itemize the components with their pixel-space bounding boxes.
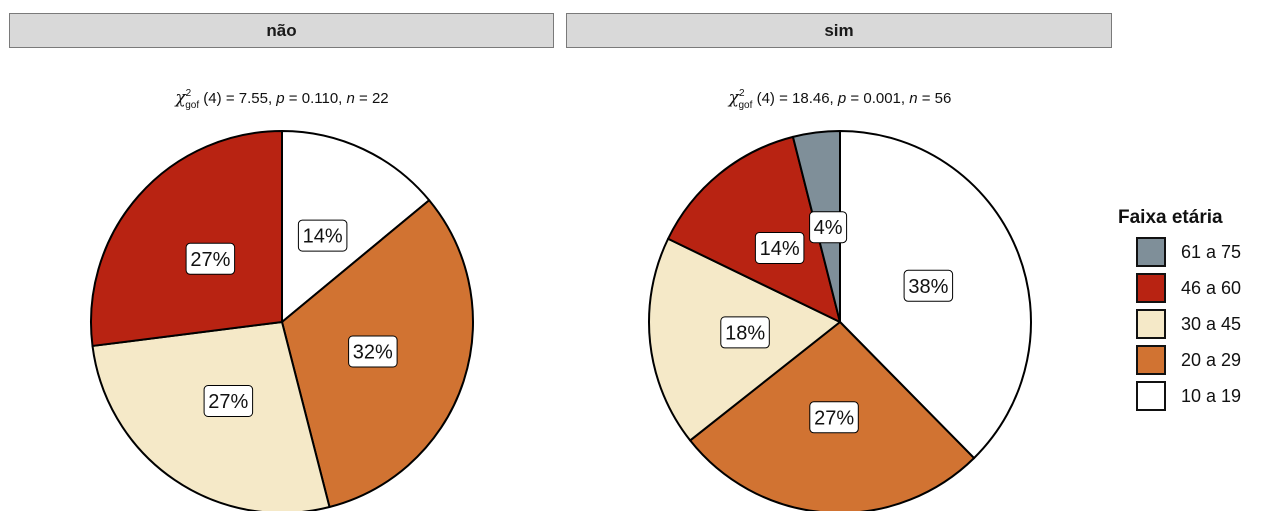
- legend-swatch: [1136, 273, 1166, 303]
- slice-label: 14%: [297, 219, 348, 252]
- chi-superscript: 2: [738, 88, 745, 99]
- slice-label-text: 18%: [725, 322, 765, 344]
- slice-label: 4%: [809, 211, 848, 244]
- slice-label-box: [720, 316, 770, 349]
- legend-label: 46 a 60: [1181, 277, 1242, 298]
- chi-superscript: 2: [185, 88, 192, 99]
- legend-item: 46 a 60: [1136, 270, 1241, 306]
- pie-slice: [281, 130, 431, 323]
- slice-label-box: [809, 401, 859, 434]
- legend-item: 20 a 29: [1136, 342, 1241, 378]
- statistic-value: = 7.55,: [225, 90, 273, 107]
- subtitle-nao: χ2gof (4) = 7.55, p = 0.110, n = 22: [175, 88, 388, 111]
- slice-label-box: [754, 232, 805, 264]
- legend-swatch: [1136, 309, 1166, 339]
- slice-label-text: 4%: [814, 217, 843, 239]
- legend-swatch: [1136, 345, 1166, 375]
- slice-label: 27%: [185, 242, 236, 275]
- legend-label: 30 a 45: [1181, 313, 1242, 334]
- p-value: = 0.110,: [288, 90, 343, 107]
- legend-label: 61 a 75: [1181, 241, 1242, 262]
- pie-slice: [667, 135, 841, 323]
- p-label: p: [276, 90, 285, 107]
- legend-items: 61 a 75 46 a 60 30 a 45 20 a 29 10 a 19: [1118, 234, 1241, 414]
- degrees-of-freedom: (4): [203, 90, 222, 107]
- subtitle-sim: χ2gof (4) = 18.46, p = 0.001, n = 56: [729, 88, 952, 111]
- slice-label: 27%: [203, 385, 254, 417]
- chi-symbol: χ: [175, 88, 186, 108]
- slice-label: 18%: [720, 316, 770, 349]
- legend-label: 20 a 29: [1181, 349, 1242, 370]
- n-value: = 56: [921, 90, 952, 107]
- legend-item: 10 a 19: [1136, 378, 1241, 414]
- pie-chart-nao: 14% 32% 27% 27%: [90, 130, 474, 511]
- slice-label: 14%: [754, 232, 805, 264]
- facet-strip-nao: não: [9, 13, 554, 48]
- n-label: n: [346, 90, 355, 107]
- legend-title: Faixa etária: [1118, 207, 1223, 228]
- legend-swatch: [1136, 381, 1166, 411]
- slice-label: 38%: [903, 269, 954, 302]
- legend: Faixa etária 61 a 75 46 a 60 30 a 45 20 a 2…: [1118, 207, 1241, 414]
- chi-subscript: gof: [185, 100, 200, 111]
- legend-swatch: [1136, 237, 1166, 267]
- slice-label: 27%: [809, 401, 859, 434]
- slice-label-box: [297, 219, 348, 252]
- slice-label-text: 32%: [353, 342, 393, 364]
- slice-label-text: 27%: [208, 391, 248, 413]
- n-value: = 22: [359, 90, 389, 107]
- legend-label: 10 a 19: [1181, 385, 1242, 406]
- slice-label: 32%: [348, 335, 398, 368]
- chi-symbol: χ: [728, 88, 739, 108]
- slice-label-text: 14%: [760, 238, 800, 260]
- facet-label-nao: não: [266, 20, 297, 40]
- legend-item: 61 a 75: [1136, 234, 1241, 270]
- statistic-value: = 18.46,: [779, 90, 834, 107]
- legend-item: 30 a 45: [1136, 306, 1241, 342]
- slice-label-text: 14%: [303, 226, 343, 248]
- degrees-of-freedom: (4): [756, 90, 775, 107]
- slice-label-box: [903, 269, 954, 302]
- pie-chart-sim: 38% 27% 18% 14% 4%: [648, 130, 1032, 511]
- slice-label-box: [348, 335, 398, 368]
- slice-label-box: [203, 385, 254, 417]
- p-value: = 0.001,: [850, 90, 906, 107]
- slice-label-box: [185, 242, 236, 275]
- slice-label-box: [809, 211, 848, 244]
- p-label: p: [837, 90, 847, 107]
- n-label: n: [909, 90, 918, 107]
- slice-label-text: 27%: [814, 407, 854, 429]
- slice-label-text: 38%: [908, 276, 948, 298]
- slice-label-text: 27%: [190, 249, 230, 271]
- pie-slice: [90, 130, 283, 347]
- facet-strip-sim: sim: [566, 13, 1112, 48]
- chi-subscript: gof: [738, 100, 753, 111]
- facet-label-sim: sim: [824, 20, 854, 40]
